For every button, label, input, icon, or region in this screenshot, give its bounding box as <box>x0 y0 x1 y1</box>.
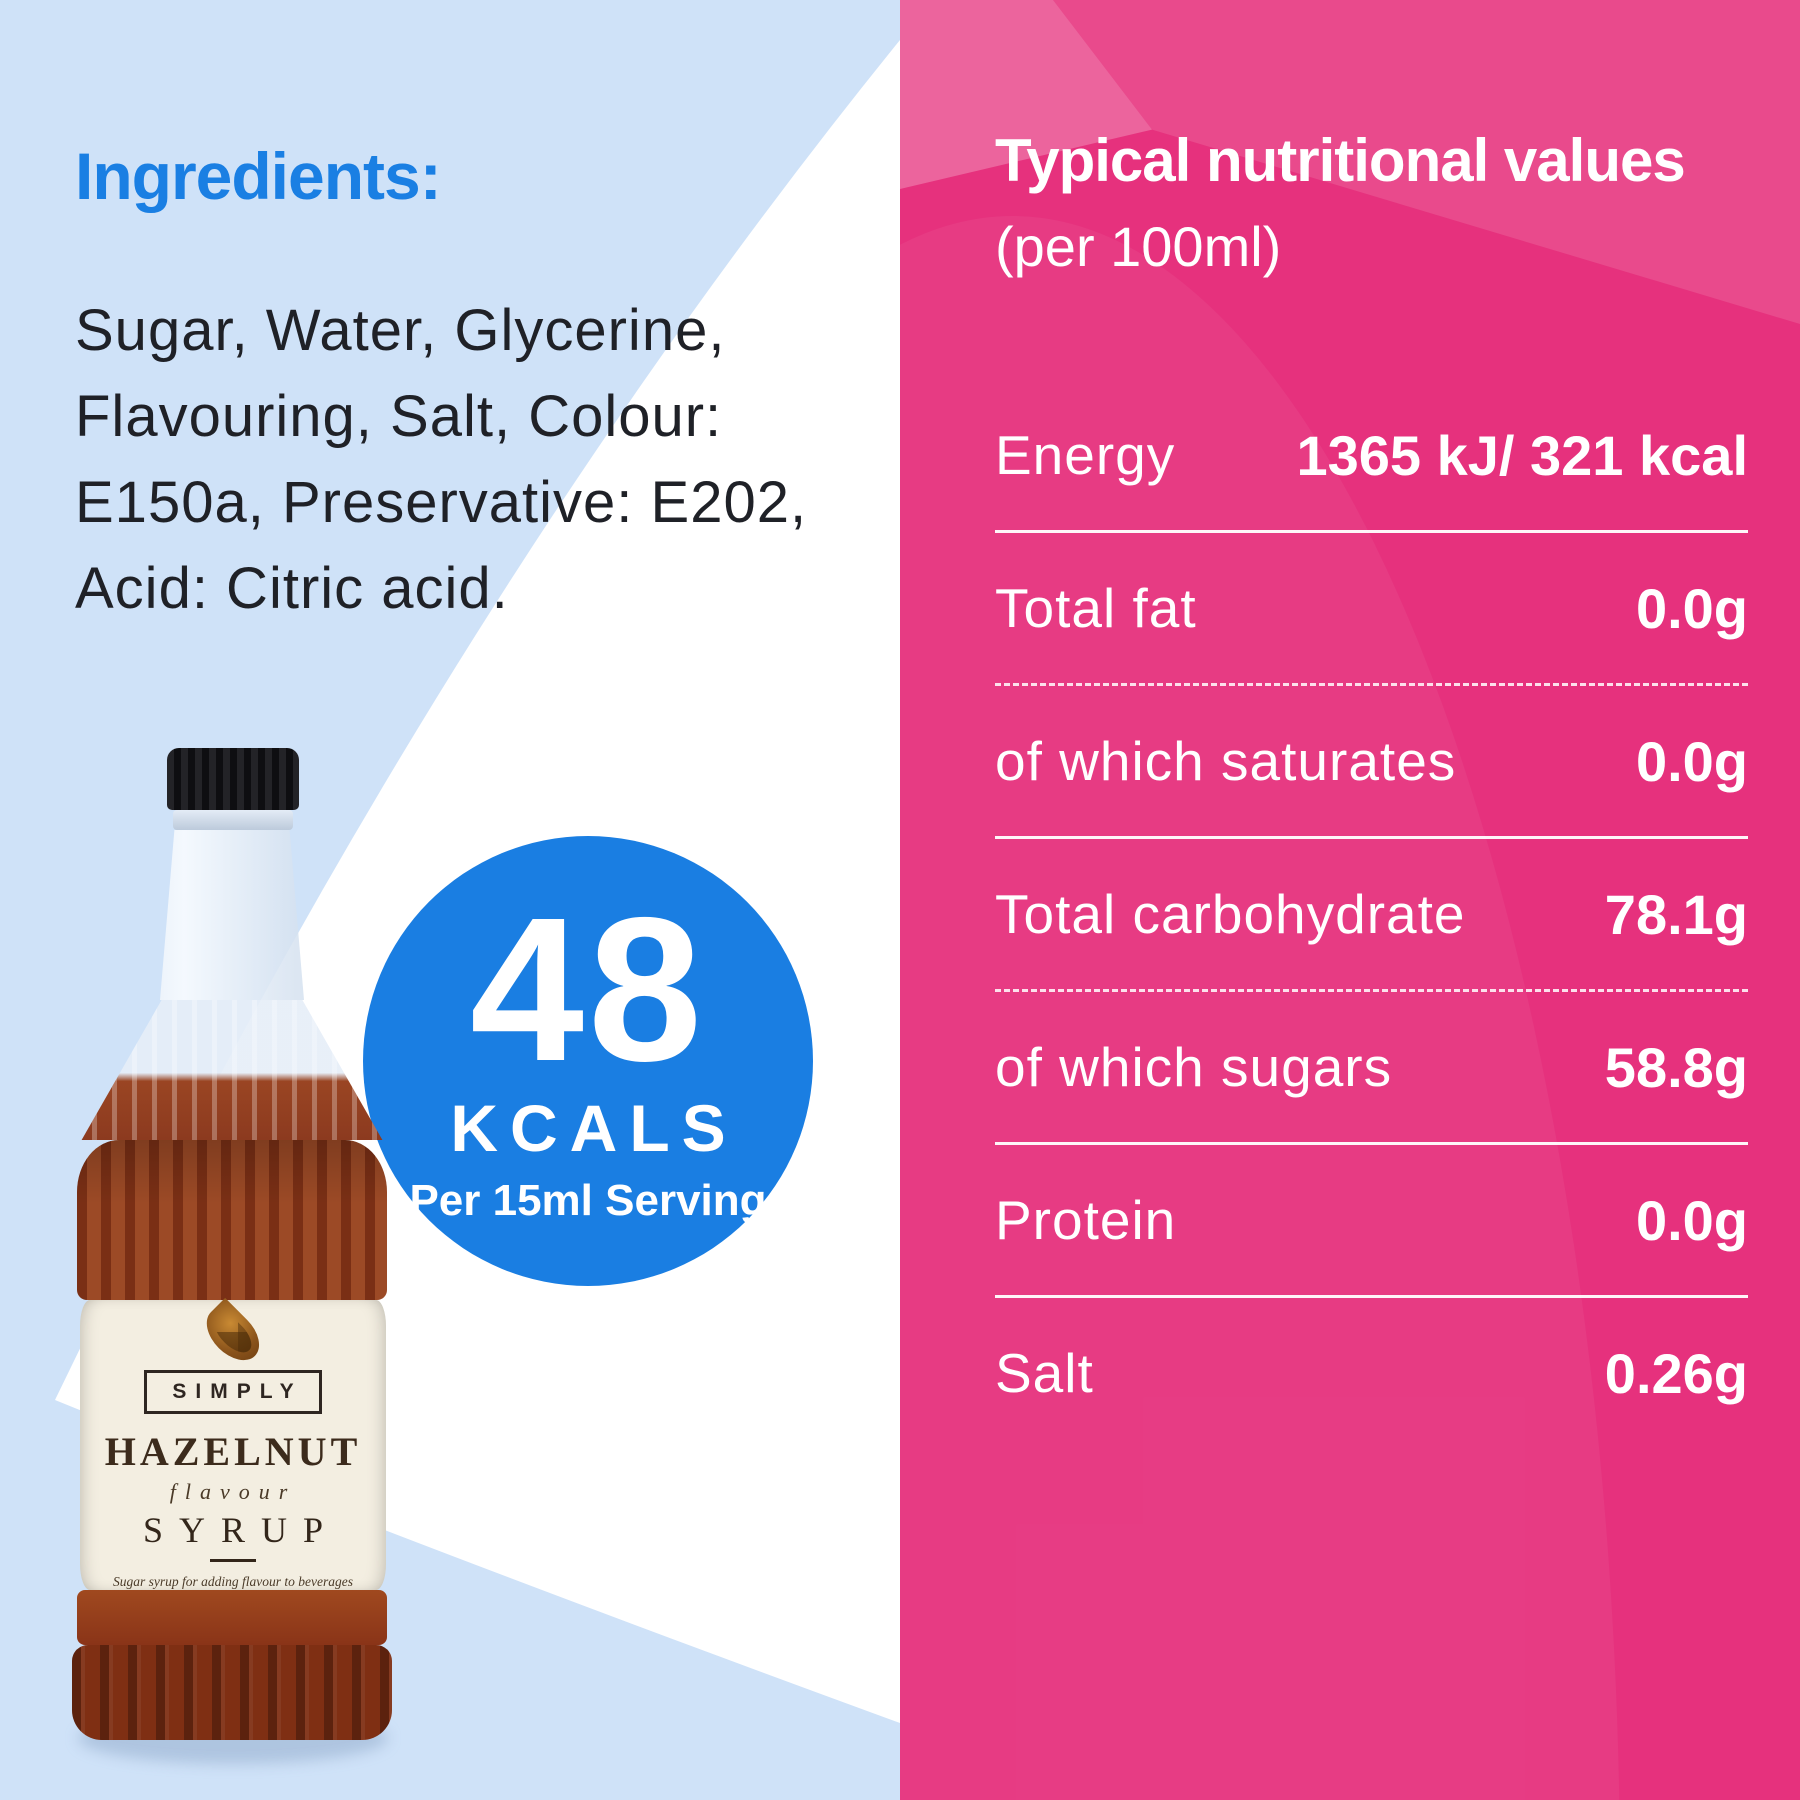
nutrition-panel: Typical nutritional values (per 100ml) E… <box>900 0 1800 1800</box>
row-separator <box>995 683 1748 686</box>
nutrient-value: 1365 kJ/ 321 kcal <box>1296 423 1748 487</box>
calorie-badge: 48 KCALS Per 15ml Serving <box>363 836 813 1286</box>
bottle-flutes <box>81 1000 383 1140</box>
ingredients-heading: Ingredients: <box>75 139 442 213</box>
bottle-cap-collar <box>173 810 293 830</box>
nutrient-label: Salt <box>995 1342 1094 1404</box>
ingredients-list: Sugar, Water, Glycerine, Flavouring, Sal… <box>75 288 885 632</box>
bottle-cap <box>167 748 299 810</box>
hazelnut-drop-icon <box>197 1297 269 1370</box>
nutrient-value: 0.26g <box>1604 1341 1748 1405</box>
product-tagline: Sugar syrup for adding flavour to bevera… <box>113 1574 353 1589</box>
nutrient-value: 0.0g <box>1635 1188 1748 1252</box>
bottle-base-ribs <box>72 1645 392 1740</box>
row-separator <box>995 836 1748 839</box>
nutrient-label: Total carbohydrate <box>995 883 1466 945</box>
nutrient-value: 78.1g <box>1604 882 1748 946</box>
bottle-label: SIMPLY HAZELNUT flavour SYRUP Sugar syru… <box>80 1297 386 1590</box>
brand-name: SIMPLY <box>144 1369 322 1414</box>
table-row: Salt 0.26g <box>995 1298 1748 1448</box>
nutrient-label: Energy <box>995 424 1176 486</box>
nutrient-value: 58.8g <box>1604 1035 1748 1099</box>
bottle-neck <box>160 830 304 1000</box>
table-row: Total carbohydrate 78.1g <box>995 839 1748 989</box>
nutrient-label: Total fat <box>995 577 1197 639</box>
nutrient-label: of which sugars <box>995 1036 1393 1098</box>
nutrient-value: 0.0g <box>1635 729 1748 793</box>
product-type: SYRUP <box>142 1509 340 1550</box>
table-row: Total fat 0.0g <box>995 533 1748 683</box>
nutrient-label: Protein <box>995 1189 1177 1251</box>
ingredients-line: Acid: Citric acid. <box>75 556 509 621</box>
nutrition-title: Typical nutritional values <box>995 127 1686 194</box>
flavour-word: flavour <box>169 1478 297 1504</box>
calorie-badge-unit: KCALS <box>450 1091 738 1166</box>
nutrient-label: of which saturates <box>995 730 1457 792</box>
table-row: Energy 1365 kJ/ 321 kcal <box>995 380 1748 530</box>
bottle-flare <box>81 1000 383 1140</box>
bottle-lower-ring <box>77 1590 387 1645</box>
ingredients-panel: Ingredients: Sugar, Water, Glycerine, Fl… <box>0 0 900 1800</box>
row-separator <box>995 530 1748 533</box>
calorie-badge-serving: Per 15ml Serving <box>409 1176 767 1226</box>
bottle-base <box>72 1645 392 1740</box>
table-row: Protein 0.0g <box>995 1145 1748 1295</box>
table-row: of which sugars 58.8g <box>995 992 1748 1142</box>
ingredients-line: Flavouring, Salt, Colour: <box>75 384 723 449</box>
calorie-badge-value: 48 <box>469 874 707 1104</box>
ingredients-line: E150a, Preservative: E202, <box>75 470 808 535</box>
ingredients-line: Sugar, Water, Glycerine, <box>75 298 726 363</box>
table-row: of which saturates 0.0g <box>995 686 1748 836</box>
bottle-shoulder <box>77 1140 387 1300</box>
row-separator <box>995 1295 1748 1298</box>
row-separator <box>995 989 1748 992</box>
nutrition-subtitle: (per 100ml) <box>995 215 1282 278</box>
nutrition-table: Energy 1365 kJ/ 321 kcal Total fat 0.0g … <box>995 380 1748 1448</box>
hazelnut-drop-leaf-detail <box>208 1309 258 1359</box>
row-separator <box>995 1142 1748 1145</box>
product-flavour-name: HAZELNUT <box>104 1428 362 1474</box>
syrup-bottle-photo: SIMPLY HAZELNUT flavour SYRUP Sugar syru… <box>72 748 392 1758</box>
nutrient-value: 0.0g <box>1635 576 1748 640</box>
label-divider <box>210 1558 256 1562</box>
